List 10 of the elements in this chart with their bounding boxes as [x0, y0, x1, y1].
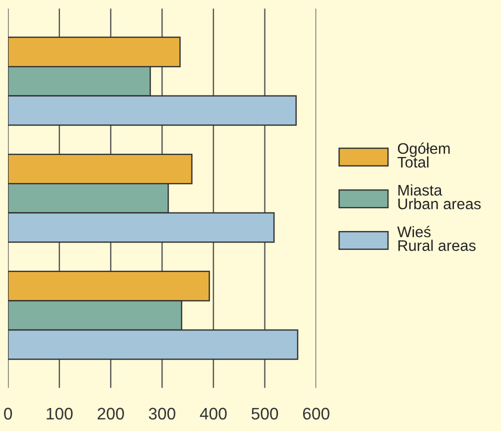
legend-label: Wieś Rural areas [397, 226, 476, 251]
legend-label: Ogółem Total [398, 142, 450, 168]
x-tick-label: 100 [46, 408, 73, 420]
x-tick-label: 500 [252, 408, 278, 420]
x-tick-label: 400 [200, 408, 227, 420]
x-tick-label: 0 [4, 408, 12, 420]
x-tick-label: 200 [98, 408, 124, 420]
x-tick-label: 600 [303, 408, 330, 420]
x-tick-label: 300 [148, 408, 176, 420]
legend-label: Miasta Urban areas [398, 184, 481, 210]
